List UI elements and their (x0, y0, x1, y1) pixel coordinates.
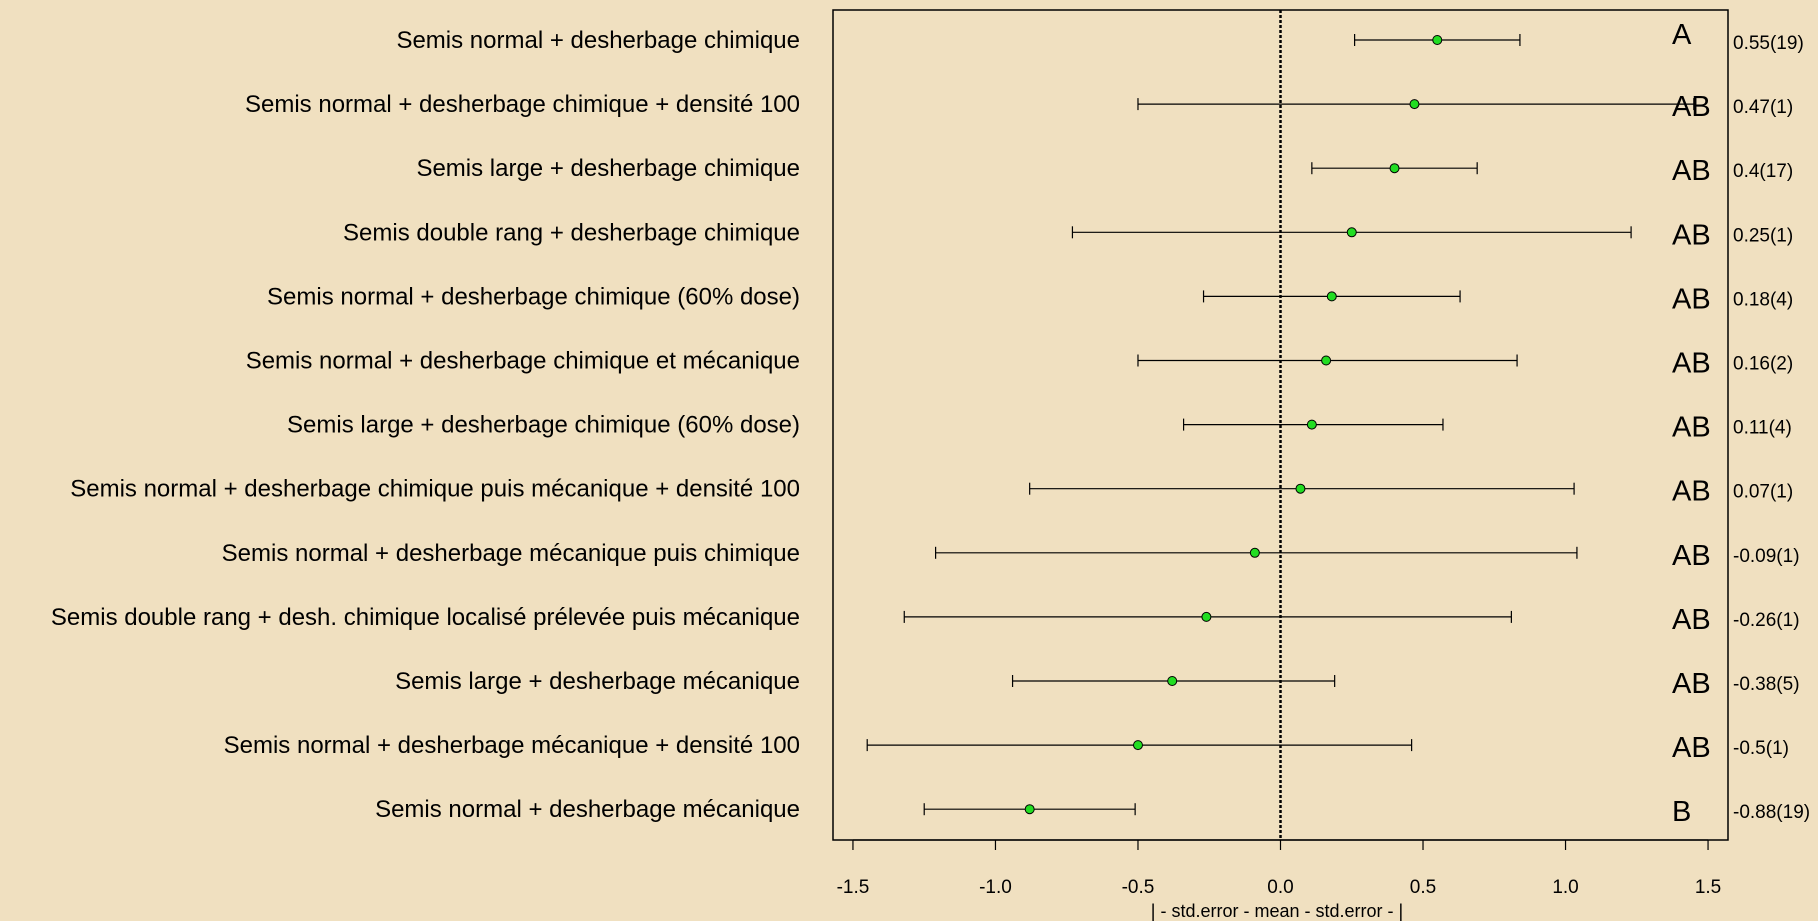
mean-point (1321, 355, 1332, 366)
mean-point (1201, 611, 1212, 622)
mean-point (1132, 740, 1143, 751)
group-letter: AB (1672, 604, 1711, 636)
mean-point (1295, 483, 1306, 494)
x-tick-label: -1.0 (979, 877, 1012, 898)
category-label: Semis normal + desherbage chimique et mé… (246, 348, 800, 375)
value-label: 0.25(1) (1733, 225, 1793, 246)
group-letter: AB (1672, 348, 1711, 380)
category-label: Semis large + desherbage chimique (60% d… (287, 412, 800, 439)
value-label: -0.88(19) (1733, 802, 1810, 823)
mean-point (1409, 99, 1420, 110)
category-label: Semis large + desherbage chimique (416, 155, 800, 182)
mean-point (1249, 547, 1260, 558)
group-letter: AB (1672, 155, 1711, 187)
mean-point (1024, 804, 1035, 815)
mean-point (1326, 291, 1337, 302)
value-label: 0.55(19) (1733, 33, 1804, 54)
group-letter: AB (1672, 476, 1711, 508)
mean-point (1306, 419, 1317, 430)
x-tick-label: 0.5 (1410, 877, 1436, 898)
mean-point (1389, 163, 1400, 174)
mean-point (1432, 35, 1443, 45)
category-label: Semis double rang + desherbage chimique (343, 219, 800, 246)
category-label: Semis normal + desherbage chimique (396, 27, 800, 54)
group-letter: AB (1672, 540, 1711, 572)
value-label: 0.11(4) (1733, 418, 1792, 439)
group-letter: AB (1672, 732, 1711, 764)
group-letter: AB (1672, 283, 1711, 315)
category-label: Semis normal + desherbage mécanique + de… (224, 732, 800, 759)
category-label: Semis normal + desherbage chimique + den… (245, 91, 800, 118)
category-label: Semis large + desherbage mécanique (395, 668, 800, 695)
category-label: Semis normal + desherbage mécanique (375, 796, 800, 823)
mean-point (1167, 676, 1178, 686)
group-letter: B (1672, 796, 1691, 828)
group-letter: AB (1672, 219, 1711, 251)
x-tick-label: -0.5 (1122, 877, 1155, 898)
x-axis-title: | - std.error - mean - std.error - | (1151, 901, 1403, 921)
category-label: Semis normal + desherbage chimique puis … (70, 476, 800, 503)
value-label: -0.38(5) (1733, 674, 1800, 695)
group-letter: AB (1672, 668, 1711, 700)
category-label: Semis normal + desherbage mécanique puis… (222, 540, 800, 567)
mean-point (1346, 227, 1357, 238)
x-tick-label: 0.0 (1267, 877, 1293, 898)
value-label: 0.18(4) (1733, 289, 1793, 310)
x-tick-label: 1.0 (1552, 877, 1578, 898)
category-label: Semis normal + desherbage chimique (60% … (267, 283, 800, 310)
value-label: -0.09(1) (1733, 546, 1800, 567)
group-letter: AB (1672, 412, 1711, 444)
x-tick-label: 1.5 (1695, 877, 1721, 898)
x-tick-label: -1.5 (837, 877, 870, 898)
value-label: 0.47(1) (1733, 97, 1793, 118)
value-label: 0.07(1) (1733, 482, 1793, 503)
group-letter: AB (1672, 91, 1711, 123)
value-label: -0.26(1) (1733, 610, 1800, 631)
value-label: 0.16(2) (1733, 354, 1793, 375)
category-label: Semis double rang + desh. chimique local… (51, 604, 800, 631)
value-label: -0.5(1) (1733, 738, 1789, 759)
group-letter: A (1672, 19, 1692, 51)
value-label: 0.4(17) (1733, 161, 1793, 182)
